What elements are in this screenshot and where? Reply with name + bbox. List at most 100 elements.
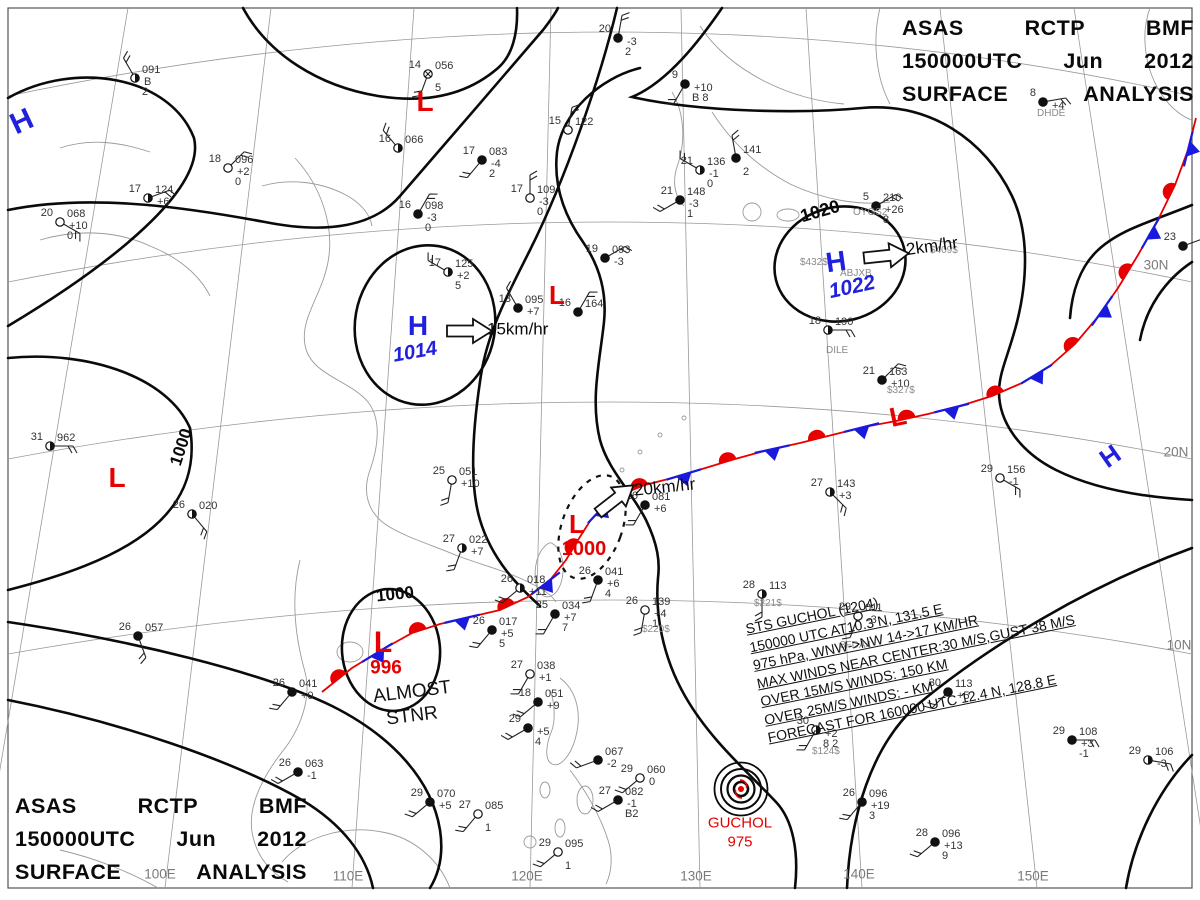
motion-arrows — [446, 241, 911, 519]
cloud-cover-icon — [600, 253, 610, 263]
station-value: 141 — [743, 144, 761, 156]
station-plot: 8 +4 — [1030, 87, 1072, 112]
station-value: 0 — [67, 230, 73, 242]
cloud-cover-icon — [533, 697, 543, 707]
cloud-cover-icon — [513, 303, 523, 313]
typhoon-name-label: GUCHOL — [707, 814, 773, 832]
station-value: 2 — [142, 86, 148, 98]
station-value: 096 — [235, 154, 253, 166]
title-line: SURFACE ANALYSIS — [15, 860, 307, 885]
station-value: 26 — [473, 615, 485, 627]
station-plot: 27 085 1 — [455, 799, 503, 834]
station-value: 082 — [625, 786, 643, 798]
cloud-cover-icon — [613, 33, 623, 43]
station-value: 1 — [652, 618, 658, 630]
cloud-cover-icon — [1178, 241, 1188, 251]
title-word: 2012 — [257, 827, 307, 851]
ship-id: DHDE — [1037, 108, 1066, 119]
station-plot: 19 093-3 — [586, 243, 633, 268]
title-word: SURFACE — [15, 860, 122, 884]
station-plot: 29 011-3 — [839, 601, 883, 640]
station-value: 29 — [1053, 725, 1065, 737]
station-value: +19 — [871, 800, 890, 812]
station-value: 20 — [599, 23, 611, 35]
coastlines — [39, 7, 1193, 889]
station-value: 122 — [575, 116, 593, 128]
station-value: +2 — [457, 270, 470, 282]
station-plot: 21 163+10 — [863, 363, 910, 390]
ship-id: $220$ — [642, 624, 670, 635]
station-value: 041 — [299, 678, 317, 690]
station-value: +5 — [957, 690, 970, 702]
low-pressure-symbol: L — [569, 509, 585, 539]
station-value: 106 — [1155, 746, 1173, 758]
station-value: 156 — [1007, 464, 1025, 476]
station-value: 0 — [425, 222, 431, 234]
station-plot: 30 +28 2 — [796, 715, 838, 751]
station-plot: 14 056 5 — [409, 59, 453, 98]
station-value: 23 — [1164, 231, 1176, 243]
isobars — [6, 6, 1194, 890]
title-block-bottom-left: ASAS RCTP BMF 150000UTC Jun 2012 SURFACE ANAL… — [15, 794, 307, 893]
title-word: ASAS — [15, 794, 77, 818]
ship-id: $327$ — [887, 385, 915, 396]
station-value: 16 — [559, 297, 571, 309]
cloud-cover-icon — [995, 473, 1005, 483]
station-value: 108 — [1079, 726, 1097, 738]
station-plot: 29 095 1 — [532, 837, 583, 872]
station-value: 067 — [605, 746, 623, 758]
ship-id: $409$ — [930, 245, 958, 256]
cloud-cover-icon — [447, 475, 457, 485]
low-pressure-symbol: L — [373, 626, 393, 659]
ship-id: $221$ — [754, 598, 782, 609]
station-value: 17 — [463, 145, 475, 157]
station-value: 139 — [652, 596, 670, 608]
stationary-front — [321, 117, 1200, 693]
cloud-cover-icon — [287, 687, 297, 697]
station-value: 095 — [525, 294, 543, 306]
station-value: 29 — [1129, 745, 1141, 757]
station-plot: 16 164 — [559, 291, 603, 317]
station-value: 26 — [501, 573, 513, 585]
longitude-label: 110E — [332, 868, 364, 884]
station-value: 2 — [489, 168, 495, 180]
station-plot: 141 2 — [731, 129, 761, 178]
warm-front-scallop — [897, 409, 916, 421]
station-value: 18 — [519, 687, 531, 699]
station-value: -3 — [539, 196, 549, 208]
warm-front-scallop — [1118, 263, 1133, 281]
station-value: 25 — [433, 465, 445, 477]
typhoon-symbol — [713, 761, 769, 817]
cloud-cover-icon — [613, 795, 623, 805]
ship-id: OYGS2 — [853, 207, 888, 218]
station-value: 081 — [652, 491, 670, 503]
station-value: 26 — [173, 499, 185, 511]
title-word: RCTP — [1024, 16, 1086, 40]
station-value: 098 — [425, 200, 443, 212]
station-plot: 16 098-30 — [399, 193, 443, 234]
station-value: 190 — [835, 316, 853, 328]
station-value: 962 — [57, 432, 75, 444]
station-value: B — [144, 76, 151, 88]
pressure-value-label: 996 — [370, 657, 402, 679]
station-value: 020 — [199, 500, 217, 512]
station-value: 29 — [411, 787, 423, 799]
station-plot: 17 083-42 — [459, 145, 507, 180]
station-value: -3 — [627, 36, 637, 48]
station-value: 113 — [769, 580, 787, 592]
station-value: 9 — [672, 69, 678, 81]
station-value: 113 — [955, 678, 973, 690]
station-value: +7 — [527, 306, 540, 318]
station-value: -3 — [614, 256, 624, 268]
cloud-cover-icon — [525, 193, 535, 203]
station-value: 16 — [399, 199, 411, 211]
cloud-cover-icon — [523, 723, 533, 733]
cloud-cover-icon — [133, 631, 143, 641]
cloud-cover-icon — [55, 217, 65, 227]
ship-id: $124$ — [812, 746, 840, 757]
station-value: +3 — [839, 490, 852, 502]
station-value: 8 2 — [823, 738, 838, 750]
station-plot: 26 096+193 — [839, 787, 890, 822]
